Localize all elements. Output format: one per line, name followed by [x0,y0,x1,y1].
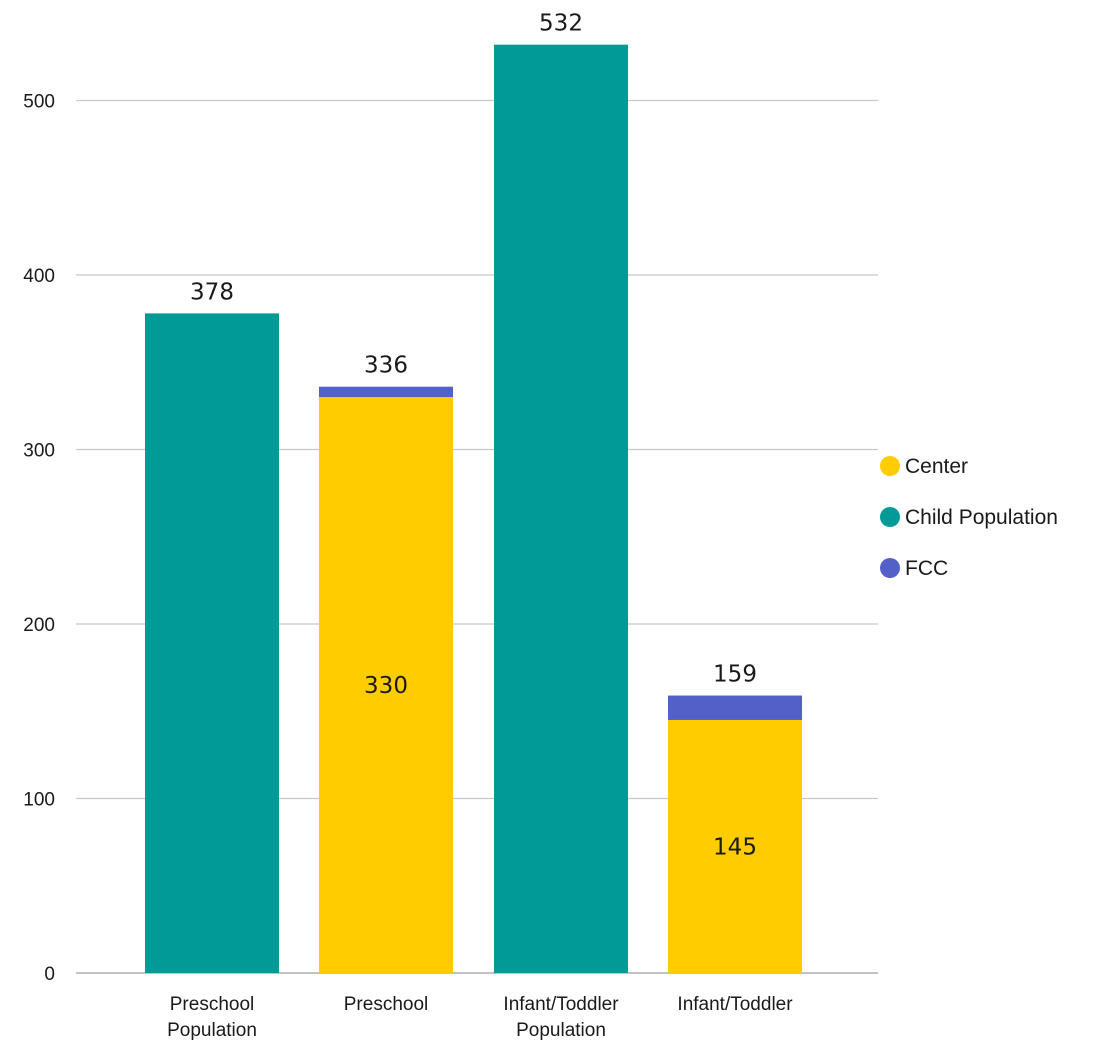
y-tick-label: 300 [23,441,55,462]
x-axis: Preschool Population Preschool Infant/Toddl… [167,994,793,1041]
legend-marker-icon [880,558,900,578]
y-tick-label: 0 [44,964,55,985]
total-data-label: 532 [539,11,583,37]
bar-segment-fcc [668,695,802,720]
legend-label: Child Population [905,506,1058,529]
total-data-label: 336 [364,353,408,379]
segment-data-label: 330 [364,673,408,699]
total-data-label: 159 [713,662,757,688]
bar-segment-center [668,719,802,973]
bars [145,44,802,974]
y-tick-label: 100 [23,790,55,811]
bar-segment-child-population [494,44,628,974]
bar-segment-center [319,397,453,973]
total-data-label: 378 [190,279,234,305]
x-tick-label: Infant/Toddler [677,994,793,1015]
bar-segment-fcc [319,386,453,398]
y-tick-label: 200 [23,615,55,636]
legend-label: FCC [905,557,948,580]
y-tick-label: 500 [23,92,55,113]
segment-data-label: 145 [713,834,757,860]
legend-marker-icon [880,507,900,527]
y-tick-label: 400 [23,266,55,287]
legend: Center Child Population FCC [880,455,1058,580]
x-tick-label: Preschool [344,994,429,1015]
x-tick-label: Infant/Toddler [503,994,619,1015]
x-tick-label: Population [167,1020,257,1041]
legend-label: Center [905,455,968,478]
x-tick-label: Population [516,1020,606,1041]
legend-marker-icon [880,456,900,476]
bar-segment-child-population [145,313,279,973]
x-tick-label: Preschool [170,994,255,1015]
data-labels: 378 336 532 159 330 145 [190,11,757,861]
y-axis: 0 100 200 300 400 500 [23,92,55,986]
